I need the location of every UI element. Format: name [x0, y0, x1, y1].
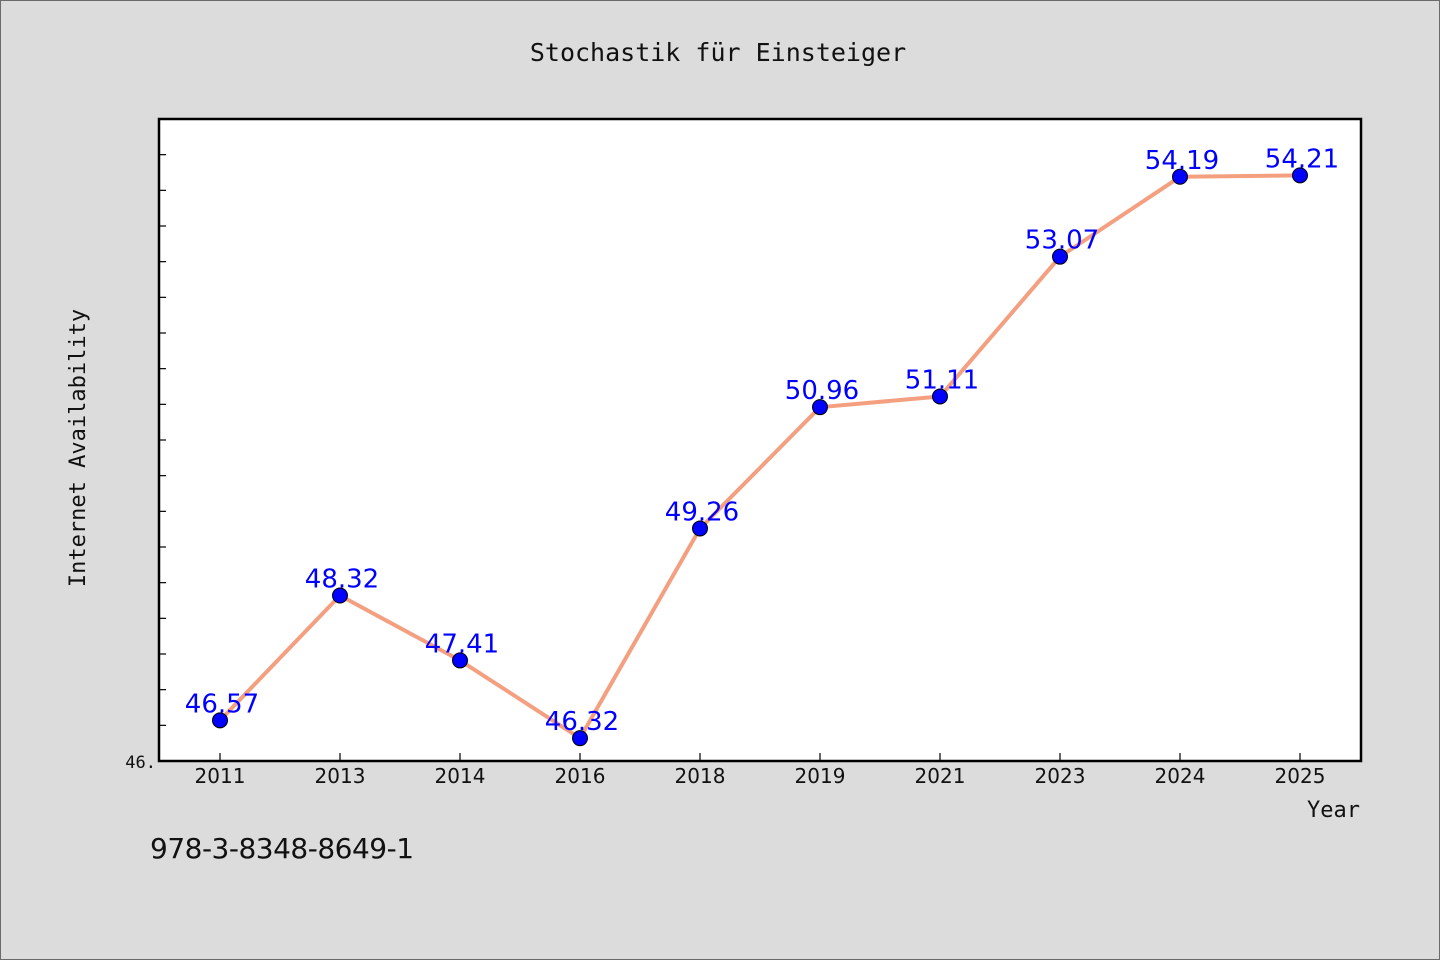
data-label: 46.57	[185, 689, 259, 719]
x-tick-label: 2014	[435, 764, 486, 788]
plot-area	[157, 117, 1363, 763]
data-point	[1292, 167, 1308, 184]
x-tick-label: 2013	[315, 764, 366, 788]
x-axis-ticks: 2011 2013 2014 2016 2018 2019 2021 2023 2024 2025	[195, 753, 1326, 788]
data-label: 53.07	[1025, 226, 1099, 256]
x-tick-label: 2025	[1275, 764, 1326, 788]
data-point	[692, 520, 708, 537]
data-label: 50.96	[785, 376, 859, 406]
series-line	[218, 173, 1302, 741]
data-label: 47.41	[425, 629, 499, 659]
x-axis-label: Year	[1307, 798, 1360, 823]
x-tick-label: 2019	[795, 764, 846, 788]
data-point	[572, 730, 588, 747]
x-tick-label: 2021	[915, 764, 966, 788]
x-tick-label: 2016	[555, 764, 606, 788]
data-point	[1052, 248, 1068, 265]
y-axis-ticks	[159, 118, 166, 762]
data-point	[932, 388, 948, 405]
isbn-text: 978-3-8348-8649-1	[150, 832, 414, 865]
x-tick-label: 2023	[1035, 764, 1086, 788]
data-point	[212, 712, 228, 729]
x-tick-label: 2011	[195, 764, 246, 788]
data-point	[812, 399, 828, 416]
data-label: 48.32	[305, 565, 379, 595]
data-label: 54.21	[1265, 144, 1339, 174]
x-tick-label: 2024	[1155, 764, 1206, 788]
data-point	[332, 587, 348, 604]
series-group: 46.57 48.32 47.41 46.32 49.26 50.96 51.11 53.07…	[185, 144, 1339, 747]
data-point	[1172, 168, 1188, 185]
y-tick-label: 46.	[125, 753, 156, 773]
y-axis-label: Internet Availability	[66, 309, 91, 587]
chart-title: Stochastik für Einsteiger	[530, 38, 906, 67]
data-label: 51.11	[905, 365, 979, 395]
x-tick-label: 2018	[675, 764, 726, 788]
data-label: 54.19	[1145, 146, 1219, 176]
data-label: 46.32	[545, 707, 619, 737]
data-label: 49.26	[665, 497, 739, 527]
data-point	[452, 652, 468, 669]
